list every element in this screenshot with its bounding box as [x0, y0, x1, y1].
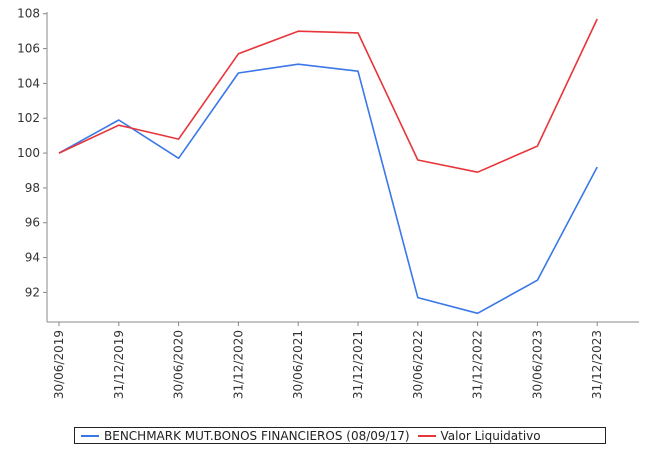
chart-legend: BENCHMARK MUT.BONOS FINANCIEROS (08/09/1…	[74, 427, 606, 444]
legend-swatch-benchmark	[81, 435, 99, 437]
series-line-0	[59, 64, 597, 313]
x-tick-label: 30/06/2021	[291, 330, 305, 399]
x-tick-label: 31/12/2020	[231, 330, 245, 399]
x-tick-label: 31/12/2019	[112, 330, 126, 399]
series-layer	[59, 19, 597, 313]
y-tick-label: 108	[17, 7, 40, 21]
x-tick-label: 30/06/2019	[52, 330, 66, 399]
x-tick-label: 31/12/2023	[590, 330, 604, 399]
legend-label-valor-liquidativo: Valor Liquidativo	[441, 429, 541, 443]
legend-item-benchmark: BENCHMARK MUT.BONOS FINANCIEROS (08/09/1…	[81, 429, 410, 443]
legend-label-benchmark: BENCHMARK MUT.BONOS FINANCIEROS (08/09/1…	[104, 429, 410, 443]
y-tick-label: 102	[17, 111, 40, 125]
legend-item-valor-liquidativo: Valor Liquidativo	[418, 429, 541, 443]
legend-swatch-valor-liquidativo	[418, 435, 436, 437]
y-tick-label: 104	[17, 76, 40, 90]
series-line-1	[59, 19, 597, 172]
y-tick-label: 94	[25, 251, 40, 265]
y-tick-label: 96	[25, 216, 40, 230]
x-tick-label: 31/12/2022	[471, 330, 485, 399]
y-tick-label: 98	[25, 181, 40, 195]
x-tick-label: 30/06/2023	[530, 330, 544, 399]
x-tick-label: 30/06/2020	[172, 330, 186, 399]
x-tick-label: 31/12/2021	[351, 330, 365, 399]
y-tick-label: 100	[17, 146, 40, 160]
axes-layer	[47, 12, 639, 322]
x-tick-label: 30/06/2022	[411, 330, 425, 399]
y-tick-label: 106	[17, 42, 40, 56]
y-tick-label: 92	[25, 285, 40, 299]
